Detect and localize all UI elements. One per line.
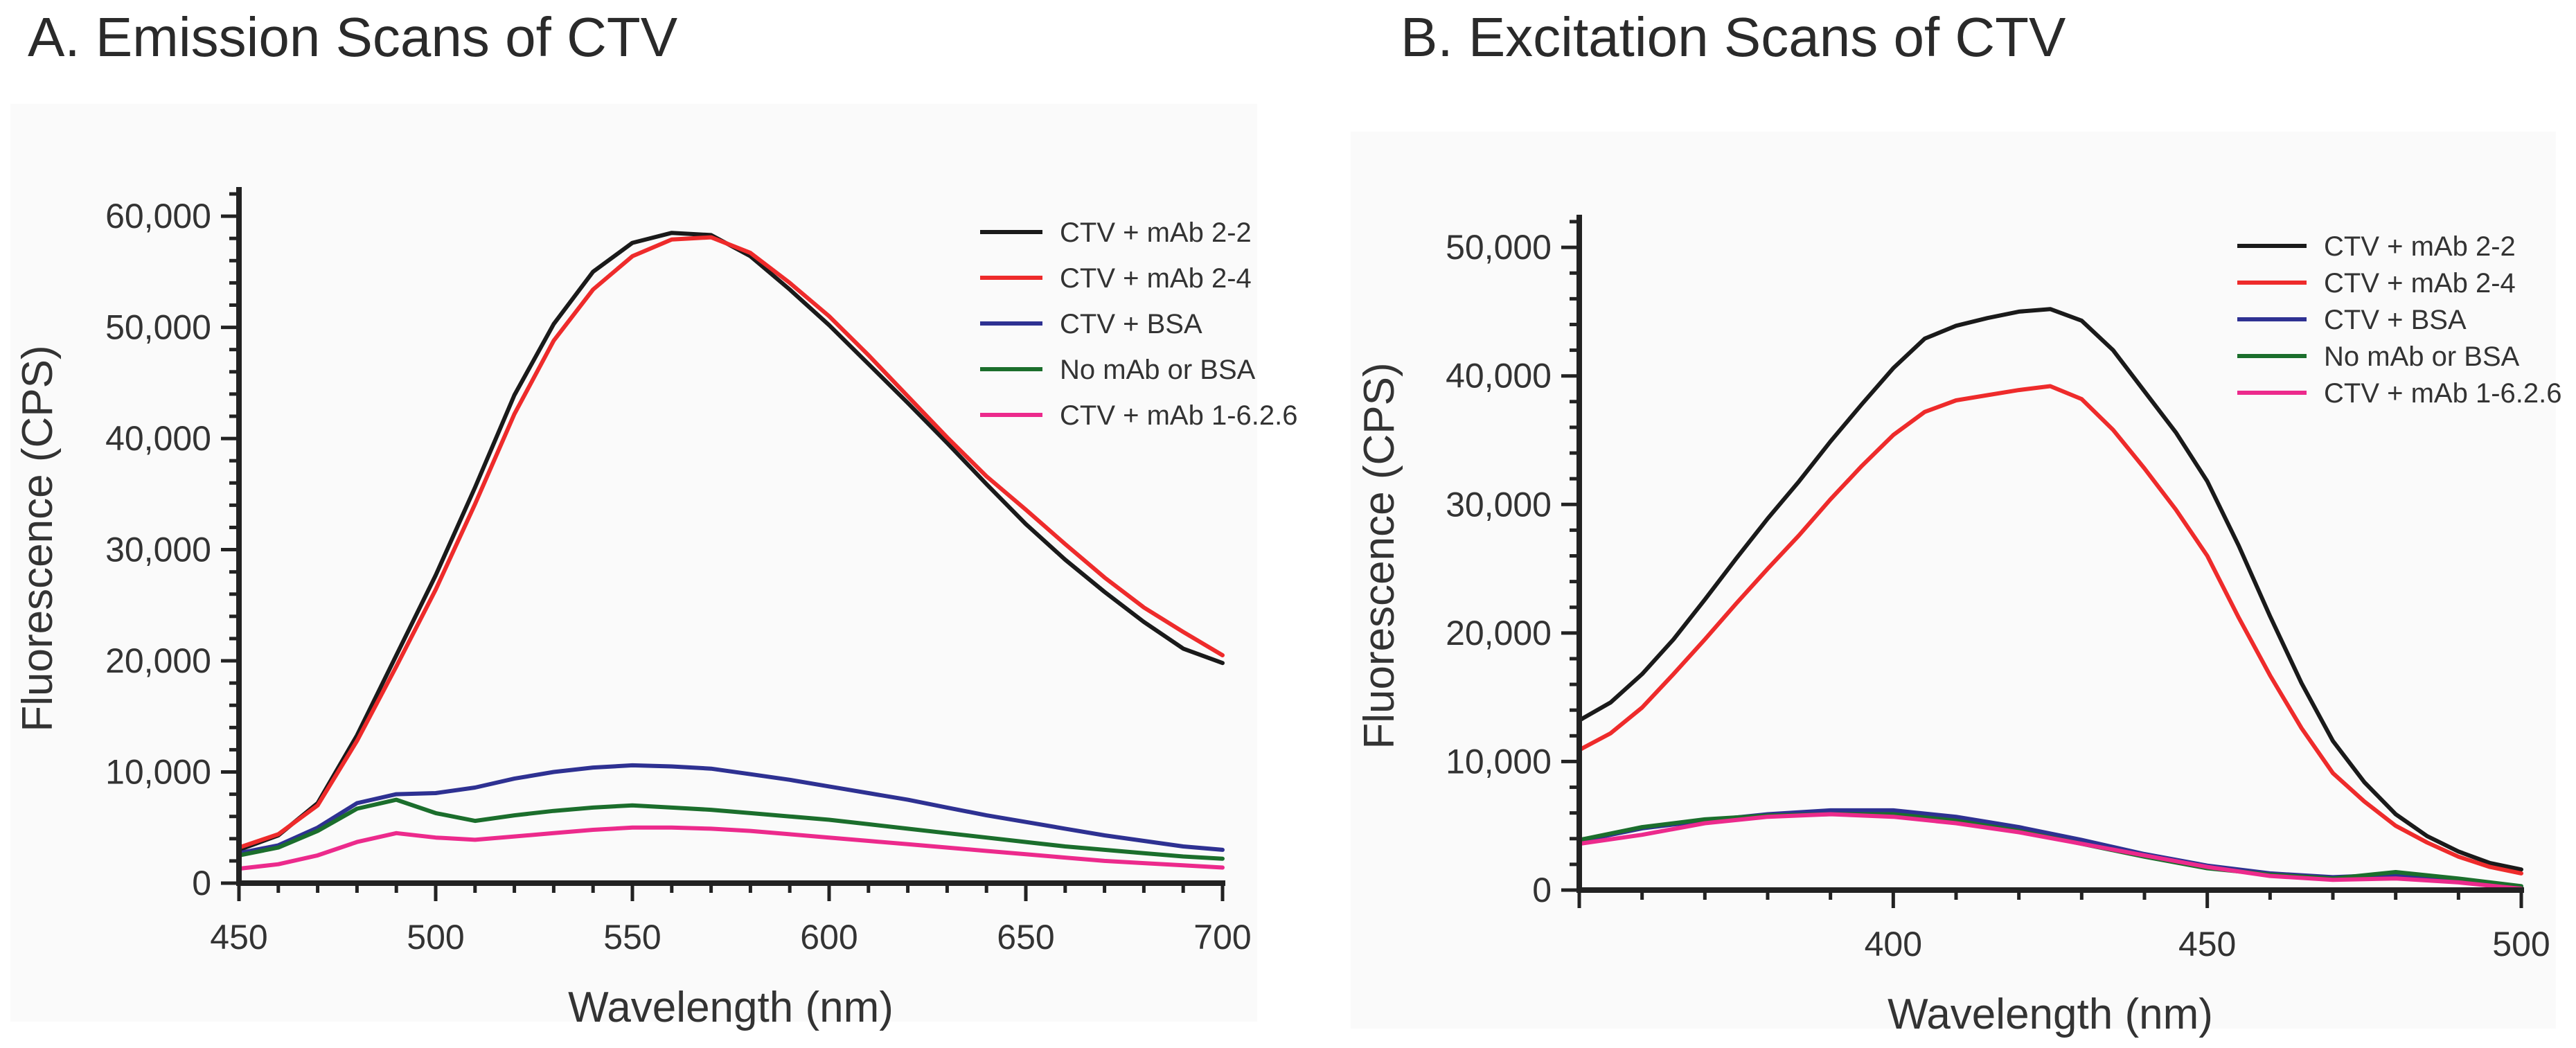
y-axis-label: Fluorescence (CPS) — [14, 345, 62, 731]
series-line-4 — [237, 797, 1225, 861]
x-tick-label: 700 — [1193, 918, 1251, 957]
x-tick-label: 650 — [997, 918, 1054, 957]
x-tick-label: 400 — [1865, 925, 1922, 963]
legend-label: CTV + BSA — [2324, 305, 2467, 335]
x-tick-label: 600 — [800, 918, 858, 957]
series-line-2 — [1577, 384, 2523, 876]
y-tick-label: 50,000 — [1446, 228, 1552, 267]
legend-label: CTV + mAb 1-6.2.6 — [2324, 378, 2561, 409]
series-line-5 — [1577, 812, 2523, 891]
x-axis-label: Wavelength (nm) — [1887, 991, 2213, 1038]
emission-chart: 450 500 550 600 650 700 0 10,000 20,000 30,000 40,… — [14, 187, 1298, 1031]
y-tick-label: 30,000 — [105, 531, 211, 569]
legend-label: CTV + mAb 2-4 — [2324, 268, 2516, 299]
legend-label: CTV + mAb 2-4 — [1060, 263, 1252, 294]
y-tick-label: 60,000 — [105, 197, 211, 236]
y-axis-label: Fluorescence (CPS) — [1356, 362, 1403, 749]
x-axis-label: Wavelength (nm) — [568, 984, 894, 1031]
legend-label: No mAb or BSA — [1060, 355, 1256, 385]
y-tick-label: 40,000 — [1446, 357, 1552, 396]
chart-title: A. Emission Scans of CTV — [28, 6, 678, 68]
excitation-chart: 400 450 500 0 10,000 20,000 30,000 40,000 50,000… — [1351, 132, 2561, 1038]
legend-label: CTV + mAb 2-2 — [1060, 217, 1252, 248]
legend-label: CTV + mAb 2-2 — [2324, 231, 2516, 262]
x-tick-label: 550 — [603, 918, 661, 957]
y-tick-label: 20,000 — [105, 641, 211, 680]
y-tick-label: 0 — [192, 864, 211, 903]
x-tick-label: 500 — [2492, 925, 2550, 963]
y-tick-label: 40,000 — [105, 419, 211, 458]
y-tick-label: 30,000 — [1446, 485, 1552, 524]
legend-label: CTV + BSA — [1060, 309, 1202, 339]
panel-b: B. Excitation Scans of CTV 400 450 500 0 10,… — [1316, 0, 2576, 1048]
y-tick-label: 0 — [1532, 871, 1552, 909]
series-line-5 — [237, 825, 1225, 871]
panel-a: A. Emission Scans of CTV 450 500 550 600 650… — [14, 6, 1298, 1031]
legend-label: No mAb or BSA — [2324, 341, 2520, 372]
x-tick-label: 500 — [407, 918, 464, 957]
y-tick-label: 50,000 — [105, 308, 211, 347]
x-tick-label: 450 — [2178, 925, 2236, 963]
series-line-3 — [237, 763, 1225, 855]
y-tick-label: 10,000 — [1446, 742, 1552, 781]
chart-title: B. Excitation Scans of CTV — [1401, 6, 2066, 68]
y-tick-label: 20,000 — [1446, 614, 1552, 652]
series-line-2 — [237, 235, 1225, 850]
y-tick-label: 10,000 — [105, 753, 211, 792]
series-line-1 — [1577, 307, 2523, 872]
x-tick-label: 450 — [210, 918, 267, 957]
legend-label: CTV + mAb 1-6.2.6 — [1060, 400, 1297, 431]
